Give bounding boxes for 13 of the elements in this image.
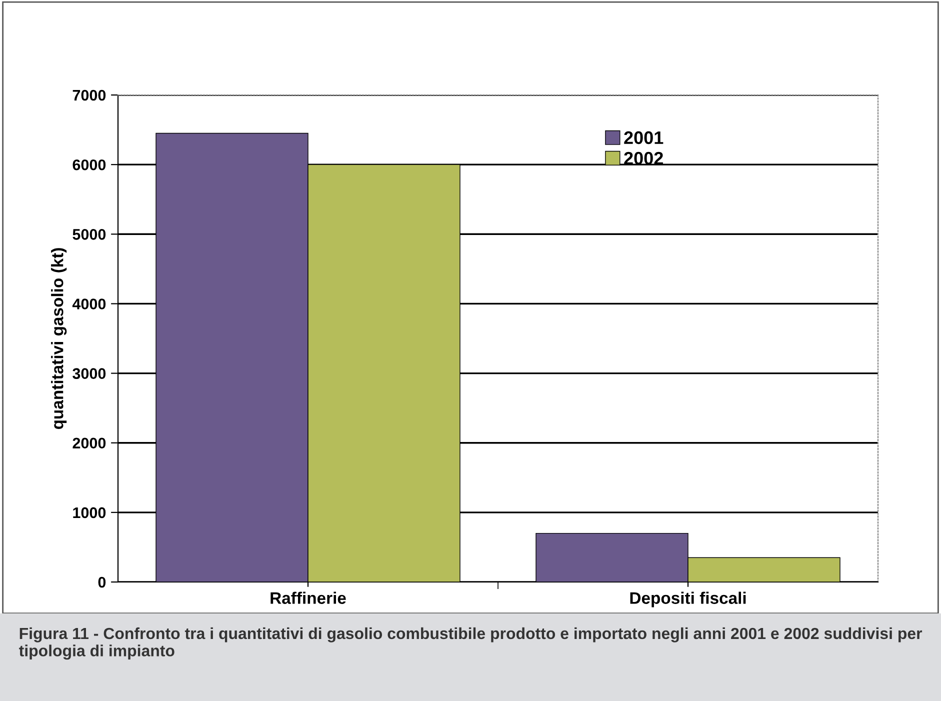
x-tick-label: Raffinerie — [270, 592, 346, 604]
y-axis-title: quantitativi gasolio (kt) — [51, 248, 67, 430]
text: Figura 11 - Confronto tra i quantitativi di gasolio combustibile prodotto e importato negli anni 2001 e 2002 suddivisi per tipologia di impianto — [19, 627, 922, 660]
x-tick-label: Depositi fiscali — [630, 592, 746, 608]
y-tick-label: 6000 — [72, 159, 106, 170]
y-tick-label: 1000 — [73, 507, 106, 518]
legend-label: 2001 — [624, 131, 664, 144]
y-tick-label: 5000 — [72, 229, 106, 240]
y-tick-label: 0 — [98, 576, 106, 588]
y-tick-label: 4000 — [72, 298, 106, 310]
y-tick-label: 7000 — [72, 90, 106, 101]
y-tick-label: 3000 — [72, 368, 106, 379]
y-tick-label: 2000 — [72, 438, 106, 449]
